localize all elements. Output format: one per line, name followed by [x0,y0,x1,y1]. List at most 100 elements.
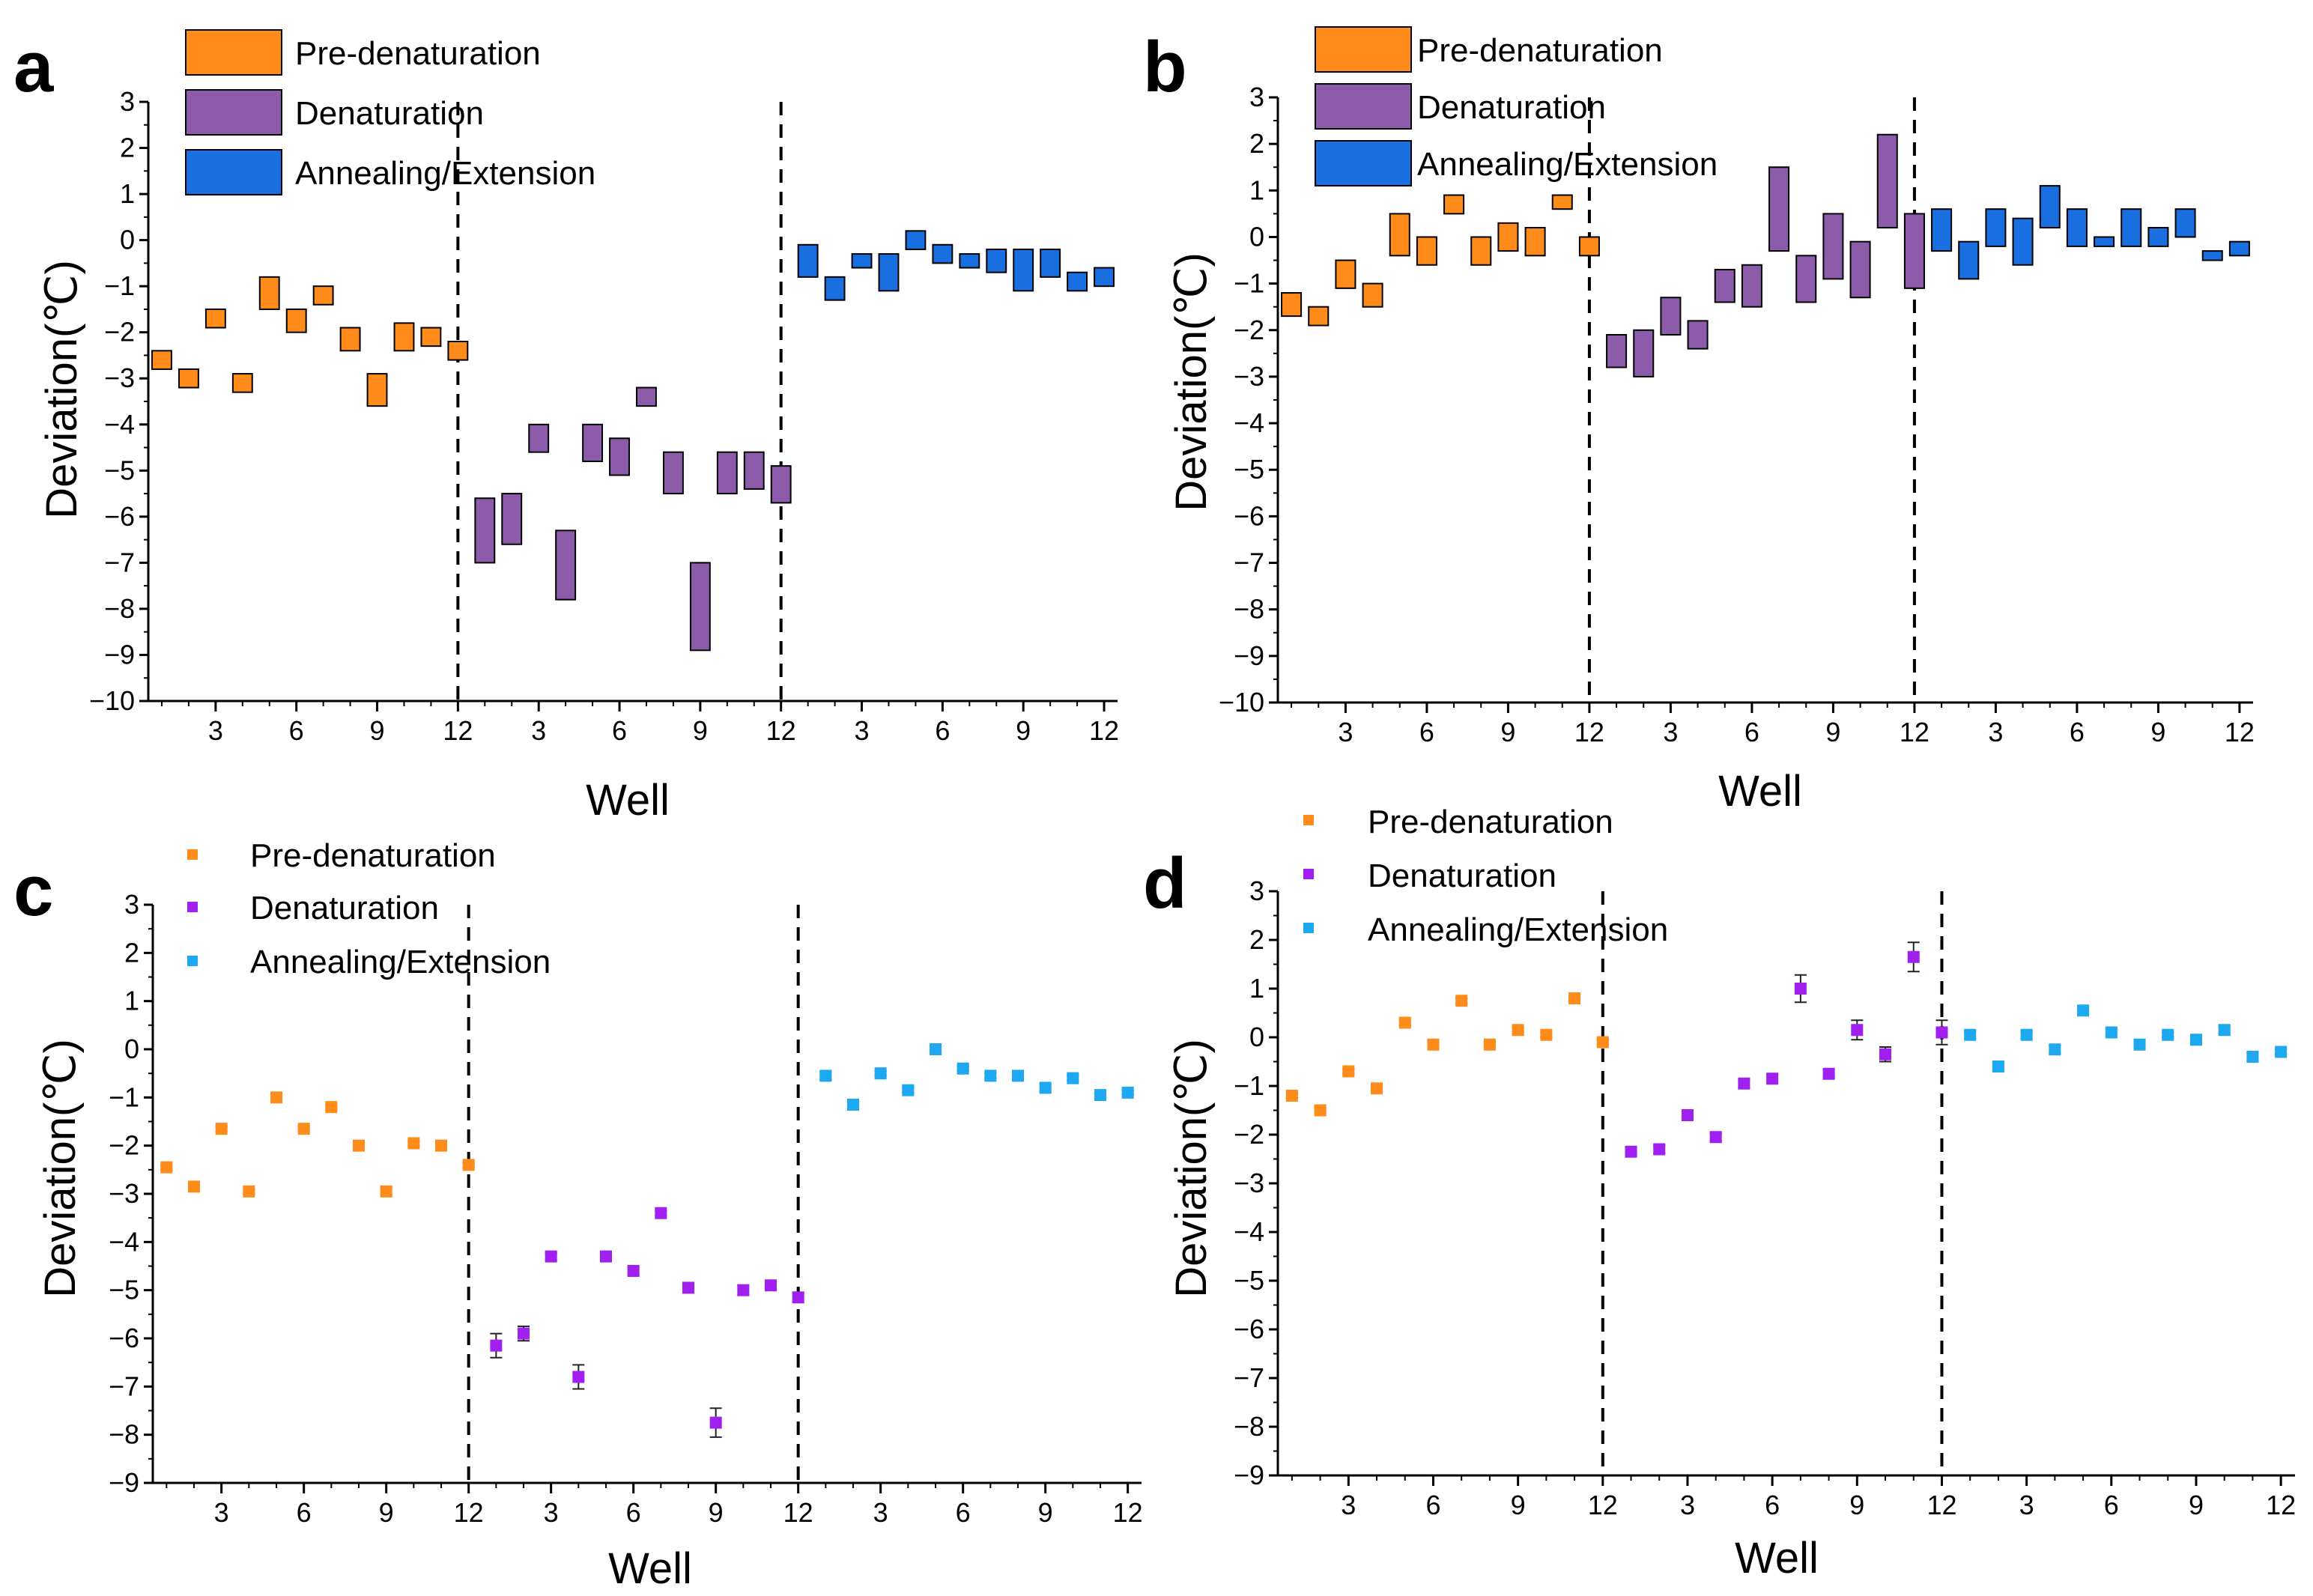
data-point [1625,1145,1637,1158]
y-tick-label: −5 [109,1275,139,1305]
box-mark [1578,236,1600,257]
data-point [874,1067,887,1080]
panel-a-x-axis-title: Well [586,776,670,825]
panel-b: b 3 2 1 0 −1 −2 −3 −4 −5 −6 −7 −8 −9 −10 3 6 9 12 3 6 9 12 3 6 9… [1143,26,2255,816]
box-mark [1308,306,1330,327]
data-point [380,1185,392,1198]
data-point [1094,1089,1106,1102]
x-tick-label: 9 [1500,717,1515,747]
panel-c-x-axis-title: Well [608,1544,692,1593]
box-mark [1389,213,1410,257]
legend-label-annealing-extension: Annealing/Extension [1368,911,1668,948]
data-point [572,1371,585,1383]
x-tick-label: 12 [2225,717,2255,747]
legend-label-pre-denaturation: Pre-denaturation [295,35,541,72]
y-tick-label: −7 [1234,1362,1264,1393]
y-tick-label: 2 [120,133,135,163]
box-mark [258,276,280,310]
data-point [545,1250,557,1263]
y-tick-label: −9 [109,1467,139,1498]
y-tick-label: 1 [1249,175,1264,205]
x-tick-label: 12 [1588,1490,1618,1520]
data-point [1738,1077,1750,1090]
data-point [792,1291,804,1304]
box-mark [178,368,199,389]
data-point [325,1101,338,1114]
data-point [847,1098,859,1111]
x-tick-label: 9 [1038,1497,1053,1528]
box-mark [1660,297,1682,336]
y-tick-label: −4 [109,1226,139,1257]
data-point [1512,1024,1524,1037]
data-point [1342,1065,1355,1078]
box-mark [689,562,711,652]
x-tick-label: 3 [1663,717,1678,747]
box-mark [1524,227,1546,257]
box-mark [474,497,496,564]
data-point [655,1207,667,1219]
panel-c-legend: Pre-denaturation Denaturation Annealing/… [187,837,551,980]
box-mark [366,373,388,407]
x-tick-label: 6 [297,1497,312,1528]
x-tick-label: 9 [1849,1490,1864,1520]
data-point [2246,1051,2259,1063]
x-tick-label: 12 [766,715,796,746]
box-mark [824,276,846,301]
y-tick-label: −9 [104,639,135,670]
x-tick-label: 9 [2150,717,2165,747]
data-point [1964,1028,1977,1041]
legend-marker-annealing-extension [1303,923,1314,933]
panel-b-legend: Pre-denaturation Denaturation Annealing/… [1315,26,1718,186]
data-point [462,1159,475,1171]
box-mark [1040,248,1061,278]
x-tick-label: 3 [855,715,870,746]
box-mark [231,373,253,393]
panel-b-y-axis-title: Deviation(℃) [1167,252,1216,512]
y-tick-label: −8 [1234,594,1264,625]
panel-d-marks [1285,941,2288,1158]
panel-d-x-axis-title: Well [1735,1534,1819,1583]
box-mark [555,530,577,601]
y-tick-label: −6 [104,501,135,532]
legend-label-annealing-extension: Annealing/Extension [295,155,595,192]
box-mark [1013,248,1034,292]
legend-swatch-denaturation [185,89,282,136]
box-mark [1551,194,1573,210]
x-tick-label: 6 [1419,717,1434,747]
data-point [2189,1034,2202,1046]
y-tick-label: −8 [104,593,135,624]
x-tick-label: 6 [1425,1490,1440,1520]
x-tick-label: 12 [1089,715,1119,746]
x-tick-label: 9 [709,1497,724,1528]
box-mark [1741,264,1762,308]
data-point [902,1084,915,1096]
y-tick-label: −5 [1234,1265,1264,1296]
x-tick-label: 6 [935,715,950,746]
x-tick-label: 6 [2070,717,2085,747]
panel-a-legend: Pre-denaturation Denaturation Annealing/… [185,29,595,195]
x-tick-label: 3 [2019,1490,2034,1520]
box-mark [1067,271,1088,292]
panel-b-axes: 3 2 1 0 −1 −2 −3 −4 −5 −6 −7 −8 −9 −10 3 6 9 12 3 6 9 12 3 6 9 12 [1219,82,2255,747]
data-point [1879,1048,1892,1061]
data-point [2020,1028,2033,1041]
data-point [1794,983,1807,995]
y-tick-label: −10 [89,685,135,716]
y-tick-label: −7 [1234,547,1264,578]
x-tick-label: 9 [1511,1490,1526,1520]
panel-d-axes: 3 2 1 0 −1 −2 −3 −4 −5 −6 −7 −8 −9 3 6 9 12 3 6 9 12 3 6 9 12 [1234,876,2296,1520]
data-point [2218,1024,2231,1037]
box-mark [501,493,523,545]
y-tick-label: −2 [1234,1119,1264,1150]
data-point [627,1264,640,1277]
data-point [1398,1016,1411,1029]
data-point [1371,1082,1383,1095]
data-point [957,1062,969,1075]
box-mark [905,230,927,250]
data-point [2049,1043,2061,1056]
box-mark [420,327,442,348]
box-mark [986,248,1007,273]
data-point [1455,995,1468,1007]
y-tick-label: 0 [120,225,135,255]
